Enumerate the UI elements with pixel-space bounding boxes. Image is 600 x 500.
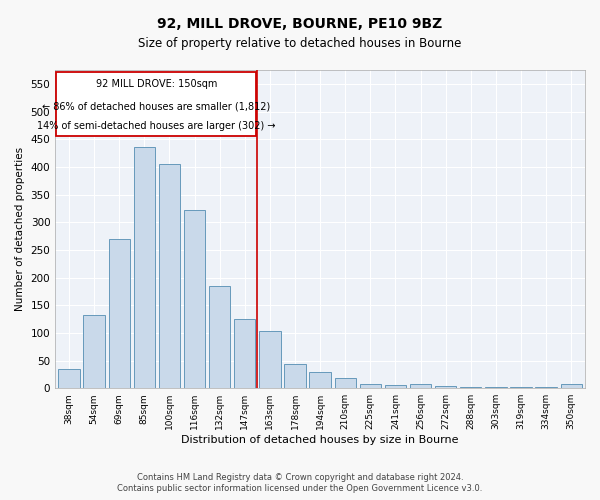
Bar [435, 386, 457, 388]
X-axis label: Distribution of detached houses by size in Bourne: Distribution of detached houses by size … [181, 435, 459, 445]
Text: ← 86% of detached houses are smaller (1,812): ← 86% of detached houses are smaller (1,… [42, 101, 271, 111]
Bar [159, 164, 180, 388]
Bar [259, 331, 281, 388]
Bar [535, 387, 557, 388]
Text: 14% of semi-detached houses are larger (302) →: 14% of semi-detached houses are larger (… [37, 122, 275, 132]
Bar [134, 148, 155, 388]
Bar [359, 384, 381, 388]
Bar [335, 378, 356, 388]
Bar [209, 286, 230, 388]
Bar [310, 372, 331, 388]
Bar [83, 314, 105, 388]
Bar [284, 364, 305, 388]
Text: Contains public sector information licensed under the Open Government Licence v3: Contains public sector information licen… [118, 484, 482, 493]
Text: Size of property relative to detached houses in Bourne: Size of property relative to detached ho… [139, 38, 461, 51]
Text: Contains HM Land Registry data © Crown copyright and database right 2024.: Contains HM Land Registry data © Crown c… [137, 472, 463, 482]
Text: 92 MILL DROVE: 150sqm: 92 MILL DROVE: 150sqm [95, 79, 217, 89]
Text: 92, MILL DROVE, BOURNE, PE10 9BZ: 92, MILL DROVE, BOURNE, PE10 9BZ [157, 18, 443, 32]
Y-axis label: Number of detached properties: Number of detached properties [15, 147, 25, 311]
Bar [460, 387, 481, 388]
Bar [109, 239, 130, 388]
Bar [560, 384, 582, 388]
Bar [184, 210, 205, 388]
Bar [385, 386, 406, 388]
Bar [58, 369, 80, 388]
FancyBboxPatch shape [56, 72, 256, 136]
Bar [485, 387, 506, 388]
Bar [410, 384, 431, 388]
Bar [510, 387, 532, 388]
Bar [234, 319, 256, 388]
